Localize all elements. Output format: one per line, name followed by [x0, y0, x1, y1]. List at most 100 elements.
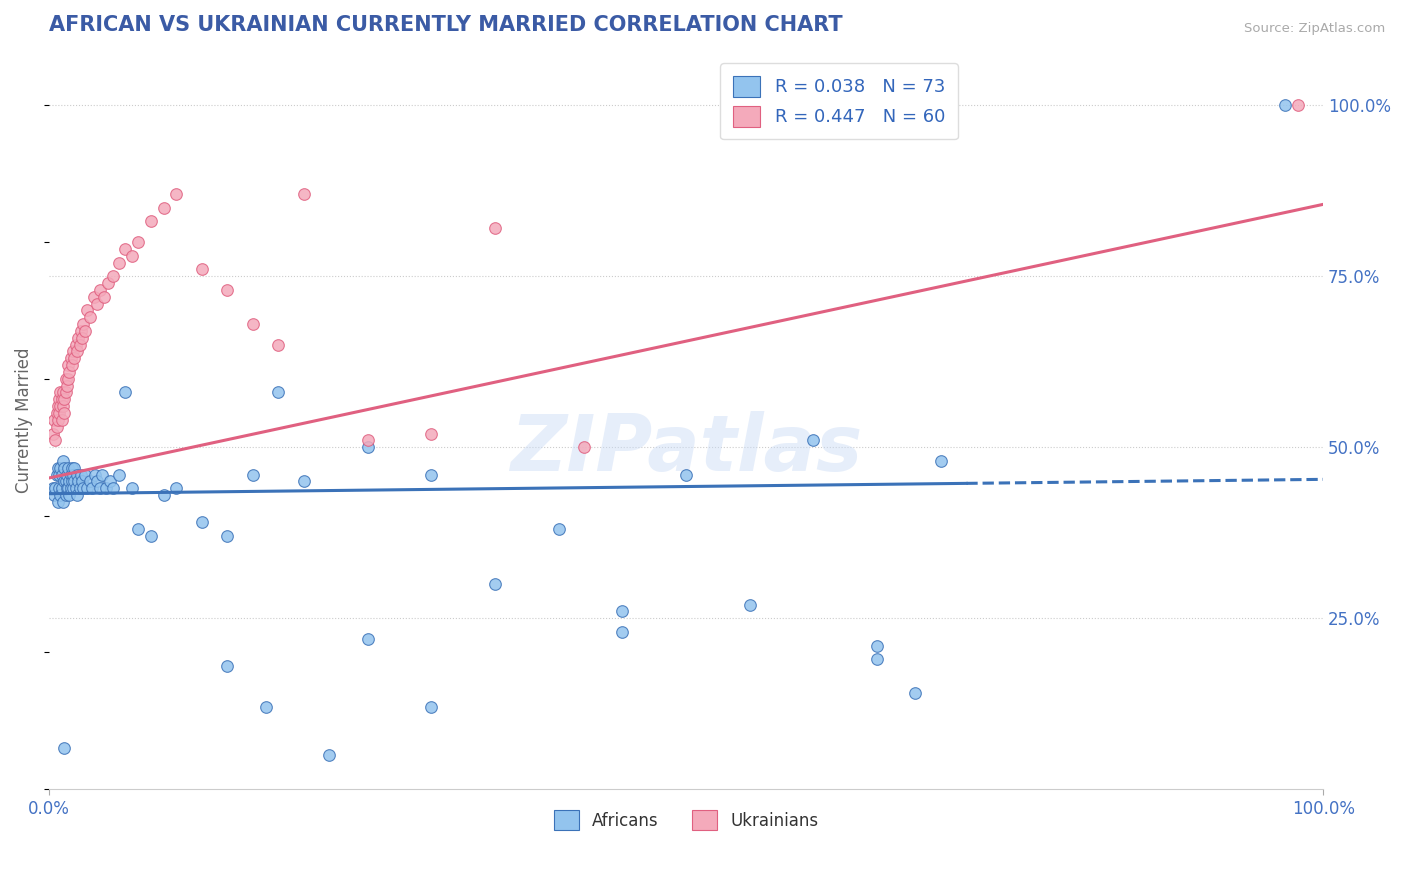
Point [55, 475, 77, 489]
Point [63, 475, 86, 489]
Point [108, 467, 131, 482]
Point [63, 351, 86, 366]
Point [114, 385, 136, 400]
Point [484, 577, 506, 591]
Point [420, 426, 443, 441]
Point [1286, 98, 1309, 112]
Y-axis label: Currently Married: Currently Married [15, 347, 32, 492]
Point [420, 467, 443, 482]
Point [89, 481, 111, 495]
Point [484, 221, 506, 235]
Point [45, 467, 67, 482]
Point [58, 488, 80, 502]
Point [59, 351, 82, 366]
Point [675, 467, 697, 482]
Point [60, 460, 83, 475]
Point [152, 488, 174, 502]
Point [56, 460, 79, 475]
Point [49, 399, 72, 413]
Point [69, 481, 91, 495]
Point [242, 467, 264, 482]
Point [49, 488, 72, 502]
Point [46, 460, 69, 475]
Point [67, 475, 90, 489]
Point [56, 378, 79, 392]
Point [42, 413, 65, 427]
Point [242, 317, 264, 331]
Point [98, 475, 121, 489]
Point [217, 529, 239, 543]
Point [217, 659, 239, 673]
Point [217, 283, 239, 297]
Point [866, 639, 889, 653]
Point [547, 522, 569, 536]
Point [53, 392, 76, 407]
Point [572, 440, 595, 454]
Point [67, 331, 90, 345]
Point [292, 187, 315, 202]
Point [72, 481, 94, 495]
Point [82, 481, 104, 495]
Point [83, 290, 105, 304]
Point [83, 467, 105, 482]
Point [69, 467, 91, 482]
Point [42, 481, 65, 495]
Legend: Africans, Ukrainians: Africans, Ukrainians [547, 804, 825, 837]
Point [42, 426, 65, 441]
Point [96, 481, 118, 495]
Point [46, 399, 69, 413]
Point [191, 262, 214, 277]
Point [52, 399, 75, 413]
Point [62, 467, 84, 482]
Point [56, 481, 79, 495]
Point [165, 481, 187, 495]
Point [65, 481, 87, 495]
Point [101, 269, 124, 284]
Point [165, 187, 187, 202]
Point [58, 365, 80, 379]
Point [48, 392, 70, 407]
Point [45, 406, 67, 420]
Point [52, 495, 75, 509]
Point [69, 337, 91, 351]
Point [114, 242, 136, 256]
Point [55, 488, 77, 502]
Point [59, 467, 82, 482]
Point [91, 467, 114, 482]
Point [127, 522, 149, 536]
Point [66, 488, 89, 502]
Point [929, 454, 952, 468]
Point [70, 331, 93, 345]
Point [45, 419, 67, 434]
Point [49, 460, 72, 475]
Point [267, 385, 290, 400]
Point [53, 741, 76, 756]
Point [55, 385, 77, 400]
Point [139, 529, 162, 543]
Point [48, 481, 70, 495]
Point [191, 516, 214, 530]
Point [89, 283, 111, 297]
Point [44, 434, 66, 448]
Point [44, 481, 66, 495]
Point [52, 454, 75, 468]
Point [48, 467, 70, 482]
Point [612, 624, 634, 639]
Point [97, 276, 120, 290]
Point [904, 686, 927, 700]
Point [93, 290, 115, 304]
Point [66, 344, 89, 359]
Point [49, 385, 72, 400]
Point [612, 604, 634, 618]
Point [56, 372, 79, 386]
Point [121, 481, 143, 495]
Point [56, 358, 79, 372]
Point [139, 214, 162, 228]
Point [70, 475, 93, 489]
Point [46, 495, 69, 509]
Point [55, 372, 77, 386]
Point [121, 249, 143, 263]
Point [101, 481, 124, 495]
Point [51, 392, 73, 407]
Point [73, 467, 96, 482]
